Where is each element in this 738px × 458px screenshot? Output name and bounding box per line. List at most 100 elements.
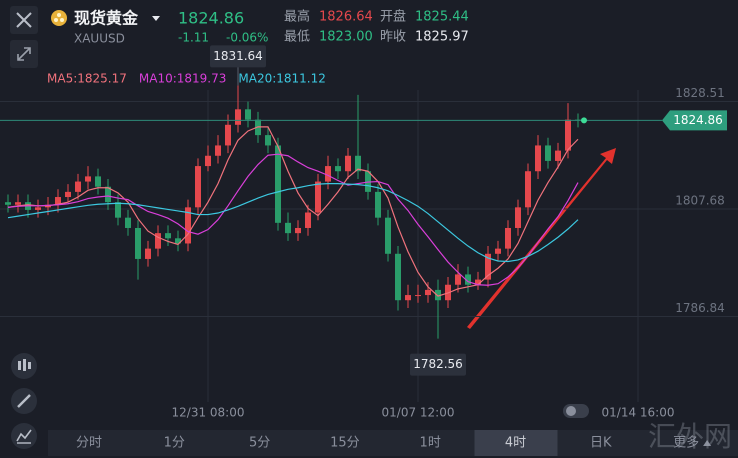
min-label-box [410,353,466,376]
ma-line [7,153,579,286]
candle-body [65,191,71,198]
candle-body [505,227,511,249]
candle-body [335,166,341,172]
candle-body [385,217,391,254]
candle-body [485,253,491,280]
tab[interactable]: 日K [590,436,612,451]
candle-body [165,233,171,239]
legend-entry: MA10:1819.73 [139,72,227,86]
stat-label: 最高 [284,9,310,25]
candle-body [185,207,191,244]
candle-body [455,274,461,285]
candle-body [35,207,41,210]
symbol: XAUUSD [74,32,125,46]
expand-button[interactable] [10,40,38,68]
max-label-box [210,45,266,68]
tab[interactable]: 更多 [673,435,712,451]
candle-body [235,109,241,125]
change-pct: -0.06% [226,31,268,45]
tab-bar [48,430,738,456]
candle-body [395,253,401,301]
candle-body [125,217,131,228]
candle-body [15,202,21,205]
legend-entry: MA5:1825.17 [47,72,127,86]
stat-value: 1825.44 [415,10,469,25]
candle-body [495,248,501,254]
stat-label: 昨收 [380,30,406,45]
tab-label: 1时 [420,436,441,451]
candle-body [425,289,431,296]
tab[interactable]: 5分 [249,436,270,451]
price: 1824.86 [178,9,244,28]
tab-label: 更多 [673,435,699,451]
candle-body [555,150,561,161]
last-dot [581,117,587,124]
candle-body [325,166,331,182]
tab[interactable]: 1分 [164,436,185,451]
stat-value: 1823.00 [319,30,373,45]
y-tick-label: 1786.84 [675,301,725,315]
toggle[interactable] [563,404,589,418]
candle-body [135,227,141,259]
tab-label: 1分 [164,436,185,451]
candle-body [205,155,211,167]
candle-body [85,176,91,182]
ma-line [7,183,579,263]
candle-body [275,145,281,223]
candle-body [225,124,231,146]
candle-body [525,171,531,208]
candle-tool[interactable] [11,353,37,379]
candle-body [265,135,271,146]
tab[interactable]: 1时 [420,436,441,451]
x-tick-label: 01/14 16:00 [602,406,675,420]
stat-label: 开盘 [380,9,406,25]
candle-body [415,295,421,297]
candle-body [315,181,321,213]
candle-body [285,222,291,234]
candle-body [375,191,381,218]
candle-body [175,238,181,244]
candle-body [245,109,251,120]
stat-value: 1826.64 [319,10,373,25]
tools [11,353,37,449]
tab[interactable]: 4时 [474,430,558,456]
candle-body [545,145,551,161]
candle-body [515,207,521,228]
candle-body [215,145,221,156]
tab[interactable]: 15分 [330,436,360,451]
last-price-label: 1824.86 [673,113,723,127]
candle-body [565,119,571,151]
candle-body [195,166,201,208]
tab-label: 日K [590,436,612,451]
tab-label: 5分 [249,436,270,451]
candle-body [95,176,101,187]
last-price-tag [662,110,727,131]
stat-label: 最低 [284,30,310,45]
candle-body [355,155,361,172]
tab-label: 分时 [76,436,102,451]
candle-body [115,202,121,218]
candle-body [75,181,81,192]
watermark: 汇外网 [648,420,732,453]
candle-body [55,197,61,205]
candle-body [5,202,11,205]
ma-line [7,126,579,297]
candle-body [145,248,151,259]
candle-body [435,289,441,301]
draw-tool[interactable] [11,388,37,414]
y-tick-label: 1828.51 [675,86,725,100]
gold-icon [51,10,67,26]
min-label: 1782.56 [413,357,463,371]
legend-entry: MA20:1811.12 [238,72,326,86]
dropdown-arrow[interactable] [152,16,160,21]
close-button[interactable] [10,6,38,34]
candle-body [405,295,411,301]
candle-body [535,145,541,172]
tab[interactable]: 分时 [76,436,102,451]
candle-body [465,274,471,285]
candle-body [475,279,481,285]
change: -1.11 [178,31,209,45]
indicator-tool[interactable] [11,423,37,449]
